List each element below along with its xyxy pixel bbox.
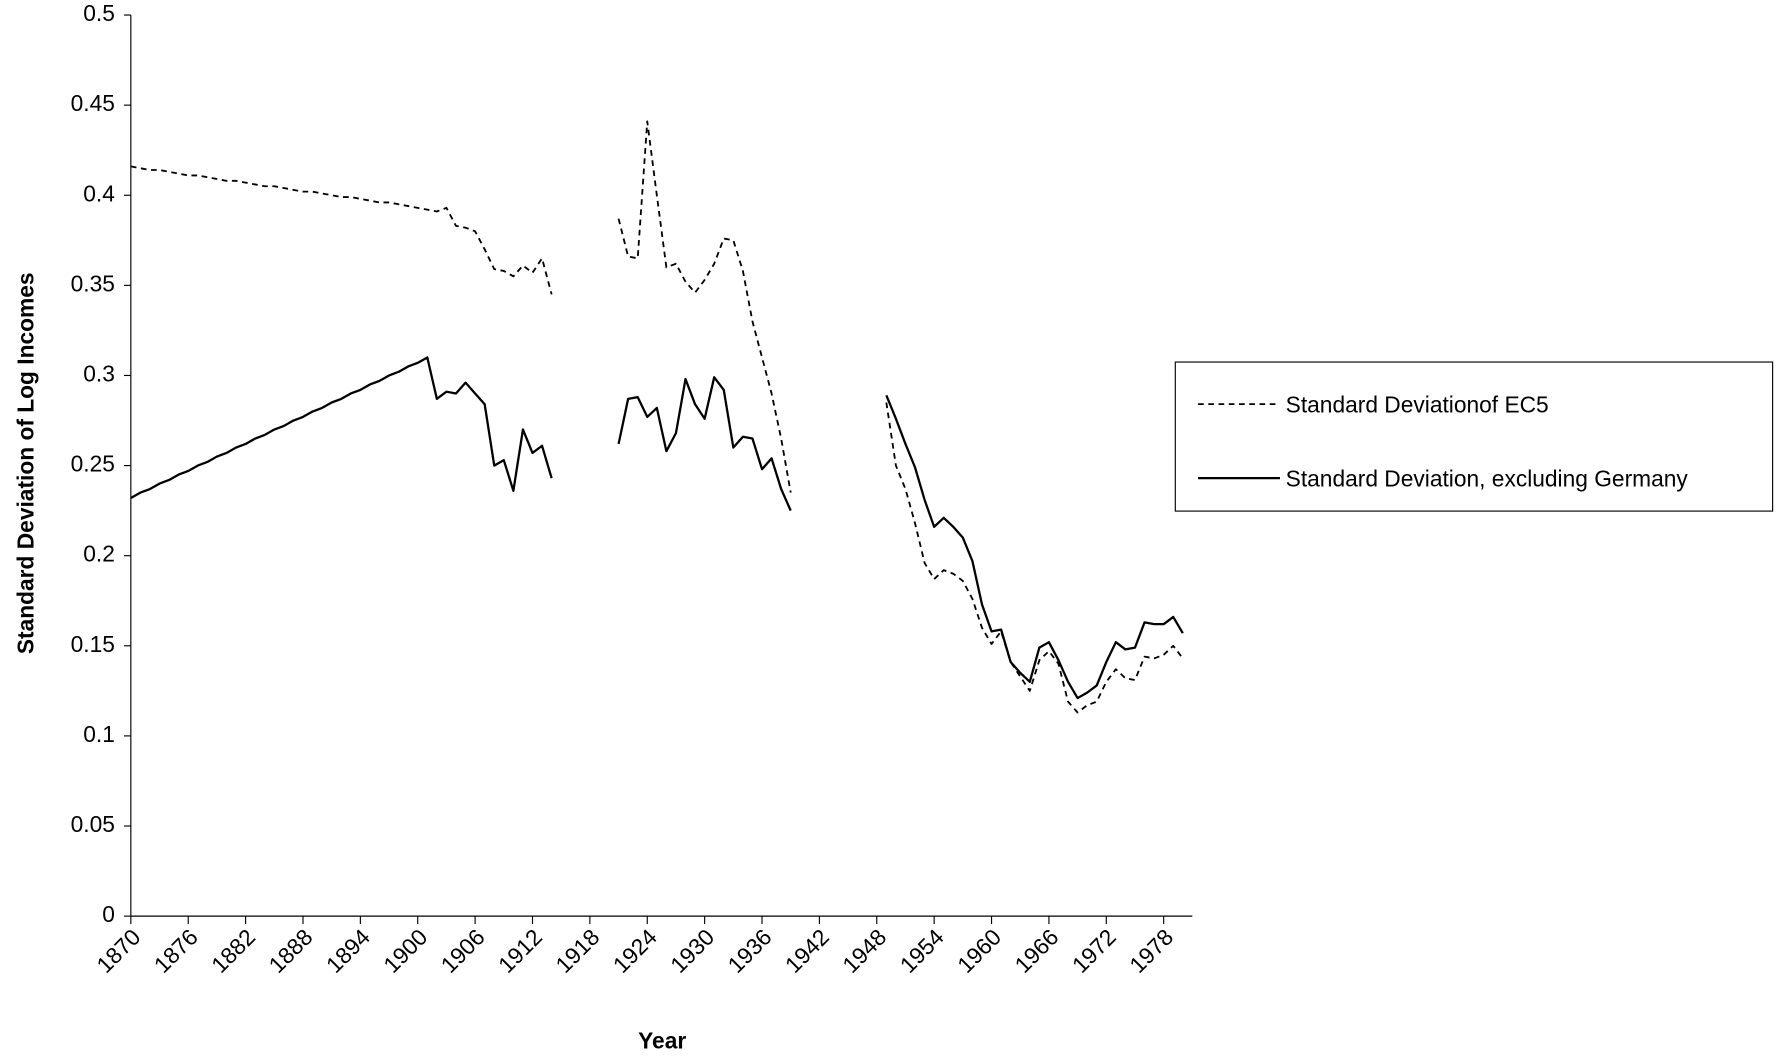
y-tick-label: 0.45 [71,90,115,116]
y-tick-label: 0.4 [83,180,115,206]
y-tick-label: 0 [102,901,115,927]
x-tick-label: 1930 [665,924,719,978]
y-tick-label: 0.05 [71,811,115,837]
x-tick-label: 1960 [952,924,1006,978]
x-tick-label: 1876 [149,924,203,978]
x-tick-label: 1888 [263,924,317,978]
x-tick-label: 1870 [91,924,145,978]
x-tick-label: 1966 [1009,924,1063,978]
legend-label: Standard Deviation, excluding Germany [1286,465,1689,491]
y-tick-label: 0.25 [71,451,115,477]
y-axis-title: Standard Deviation of Log Incomes [12,272,38,654]
x-tick-label: 1894 [321,924,375,978]
x-tick-label: 1942 [780,924,834,978]
x-axis-title: Year [638,1027,686,1053]
x-tick-label: 1918 [550,924,604,978]
y-tick-label: 0.3 [83,360,115,386]
y-tick-label: 0.2 [83,541,115,567]
y-tick-label: 0.15 [71,631,115,657]
y-tick-label: 0.35 [71,270,115,296]
y-tick-label: 0.1 [83,721,115,747]
x-tick-label: 1924 [608,924,662,978]
legend-label: Standard Deviationof EC5 [1286,391,1549,417]
x-tick-label: 1972 [1067,924,1121,978]
x-tick-label: 1978 [1124,924,1178,978]
x-tick-label: 1954 [895,924,949,978]
x-tick-label: 1912 [493,924,547,978]
x-tick-label: 1900 [378,924,432,978]
legend-box [1174,361,1774,512]
data-line [130,356,1184,700]
x-tick-label: 1936 [722,924,776,978]
x-tick-label: 1906 [436,924,490,978]
data-line [130,120,1184,714]
x-tick-label: 1948 [837,924,891,978]
x-tick-label: 1882 [206,924,260,978]
y-tick-label: 0.5 [83,0,115,26]
